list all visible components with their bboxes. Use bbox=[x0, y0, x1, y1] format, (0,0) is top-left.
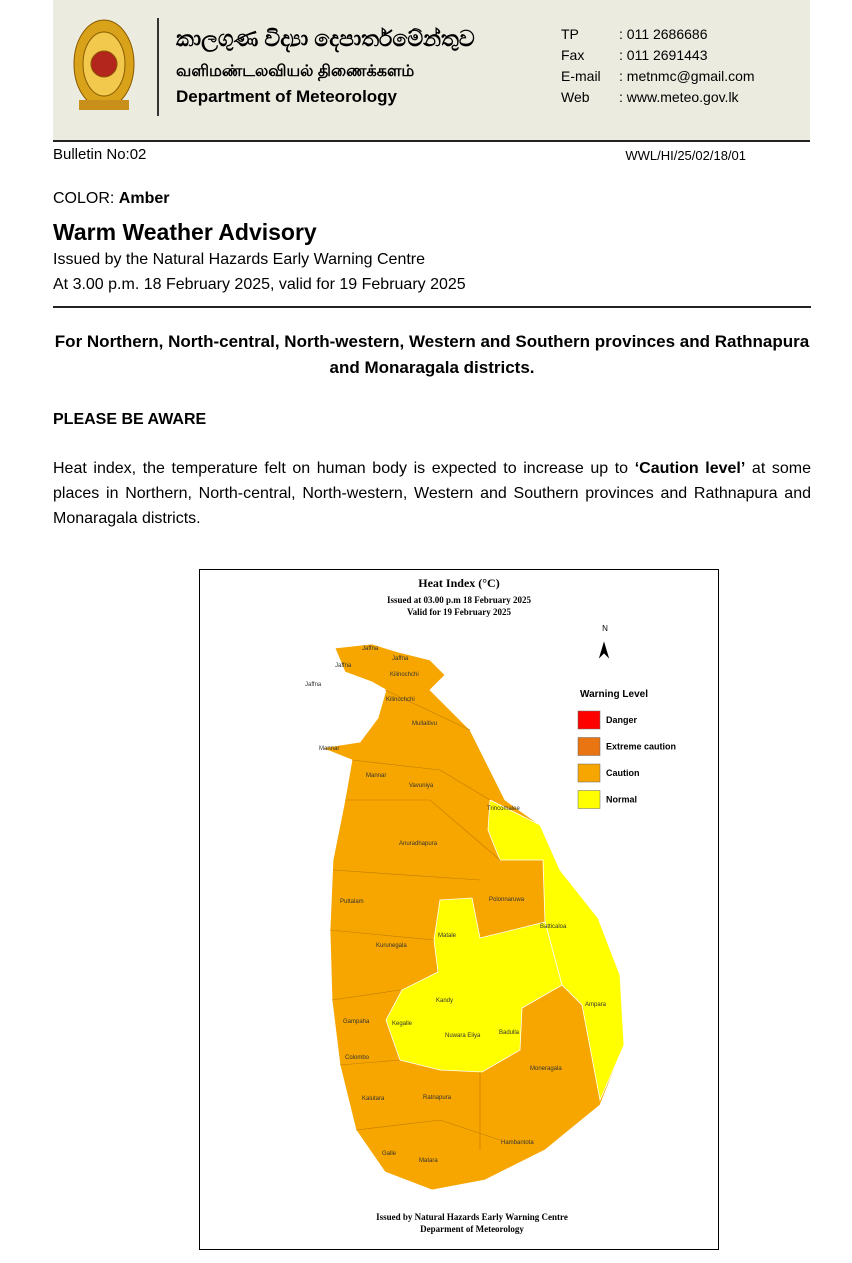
body: Heat index, the temperature felt on huma… bbox=[53, 456, 811, 531]
map-footer: Deparment of Meteorology bbox=[420, 1224, 524, 1234]
yellow-east bbox=[487, 799, 625, 1102]
header: කාලගුණ විද්‍යා දෙපාර්තමේන්තුව வளிமண்டலவி… bbox=[53, 0, 810, 142]
north-arrow bbox=[597, 638, 611, 661]
emblem bbox=[73, 19, 135, 110]
district-label: Matara bbox=[419, 1158, 438, 1164]
body-bold: ‘Caution level’ bbox=[634, 460, 746, 477]
legend-swatch bbox=[577, 710, 601, 730]
sinhala-name: කාලගුණ විද්‍යා දෙපාර්තමේන්තුව bbox=[176, 26, 475, 51]
contacts: TP : 011 2686686 Fax : 011 2691443 E-mail:… bbox=[561, 24, 755, 108]
north-label: N bbox=[602, 624, 608, 633]
district-label: Jaffna bbox=[362, 646, 379, 652]
contact-value: : 011 2691443 bbox=[619, 47, 708, 63]
contact: Web : www.meteo.gov.lk bbox=[561, 87, 755, 108]
district-label: Kilinochchi bbox=[386, 697, 415, 703]
district-label: Ratnapura bbox=[423, 1095, 452, 1101]
rule bbox=[53, 306, 811, 308]
issued-at: At 3.00 p.m. 18 February 2025, valid for… bbox=[53, 276, 466, 293]
district-label: Moneragala bbox=[530, 1066, 562, 1072]
district-label: Puttalam bbox=[340, 899, 364, 905]
body-text: at some places in Northern, North-centra… bbox=[53, 460, 812, 527]
contact: TP : 011 2686686 bbox=[561, 24, 755, 45]
district-label: Jaffna bbox=[305, 682, 322, 688]
district-label: Galle bbox=[382, 1151, 397, 1157]
legend-title: Warning Level bbox=[580, 689, 648, 700]
district-label: Kilinochchi bbox=[390, 672, 419, 678]
district-label: Mannar bbox=[366, 773, 386, 779]
district-label: Hambantota bbox=[501, 1140, 534, 1146]
map-title: Heat Index (°C) bbox=[418, 576, 499, 590]
aware: PLEASE BE AWARE bbox=[53, 411, 207, 428]
district-label: Badulla bbox=[499, 1030, 520, 1036]
district-label: Polonnaruwa bbox=[489, 897, 525, 903]
legend-swatch bbox=[577, 737, 601, 756]
district-label: Ampara bbox=[585, 1002, 607, 1008]
color-value: Amber bbox=[118, 190, 170, 207]
legend-swatch bbox=[577, 790, 601, 809]
contact-value: : metnmc@gmail.com bbox=[619, 68, 755, 84]
color-label: COLOR: bbox=[53, 190, 115, 207]
tamil-name: வளிமண்டலவியல் திணைக்களம் bbox=[176, 63, 415, 80]
issued-by: Issued by the Natural Hazards Early Warn… bbox=[53, 251, 426, 268]
district-label: Vavuniya bbox=[409, 783, 434, 789]
map-footer: Issued by Natural Hazards Early Warning … bbox=[376, 1212, 568, 1222]
district-label: Matale bbox=[438, 933, 457, 939]
legend-label: Extreme caution bbox=[606, 742, 676, 752]
district-label: Jaffna bbox=[335, 663, 352, 669]
body-text: Heat index, the temperature felt on huma… bbox=[53, 460, 635, 477]
district-label: Trincomalee bbox=[487, 806, 520, 812]
district-label: Kegalle bbox=[392, 1021, 413, 1027]
contact: Fax : 011 2691443 bbox=[561, 45, 755, 66]
district-label: Colombo bbox=[345, 1055, 370, 1061]
district-borders bbox=[329, 689, 501, 1150]
district-label: Kurunegala bbox=[376, 943, 407, 949]
reference: WWL/HI/25/02/18/01 bbox=[625, 148, 746, 163]
contact-value: : www.meteo.gov.lk bbox=[619, 89, 739, 105]
district-label: Kandy bbox=[436, 998, 453, 1004]
contact-label: E-mail bbox=[561, 68, 601, 84]
yellow-central bbox=[385, 897, 563, 1073]
contact-label: Web bbox=[561, 89, 590, 105]
district-label: Jaffna bbox=[392, 656, 409, 662]
map-subtitle: Valid for 19 February 2025 bbox=[407, 607, 512, 617]
legend-swatch bbox=[577, 763, 601, 783]
title: Warm Weather Advisory bbox=[53, 219, 317, 245]
district-label: Batticaloa bbox=[540, 924, 567, 930]
contact-label: Fax bbox=[561, 47, 585, 63]
district-label: Mullaitivu bbox=[412, 721, 437, 727]
english-name: Department of Meteorology bbox=[176, 87, 398, 106]
headline: For Northern, North-central, North-weste… bbox=[54, 332, 810, 377]
district-label: Kalutara bbox=[362, 1096, 385, 1102]
contact-value: : 011 2686686 bbox=[619, 26, 708, 42]
district-label: Gampaha bbox=[343, 1019, 370, 1025]
color-line: COLOR: Amber bbox=[53, 190, 169, 208]
contact: E-mail : metnmc@gmail.com bbox=[561, 66, 755, 87]
district-label: Anuradhapura bbox=[399, 841, 438, 847]
map-subtitle: Issued at 03.00 p.m 18 February 2025 bbox=[387, 595, 532, 605]
contact-label: TP bbox=[561, 26, 579, 42]
legend: Danger Extreme caution Caution Normal bbox=[577, 710, 676, 809]
divider bbox=[157, 18, 159, 116]
legend-label: Caution bbox=[606, 768, 640, 778]
district-label: Nuwara Eliya bbox=[445, 1033, 481, 1039]
legend-label: Normal bbox=[606, 795, 637, 805]
legend-label: Danger bbox=[606, 715, 638, 725]
bulletin-no: Bulletin No:02 bbox=[53, 146, 147, 163]
district-label: Mannar bbox=[319, 746, 339, 752]
heat-map: Heat Index (°C) Issued at 03.00 p.m 18 F… bbox=[199, 569, 719, 1250]
